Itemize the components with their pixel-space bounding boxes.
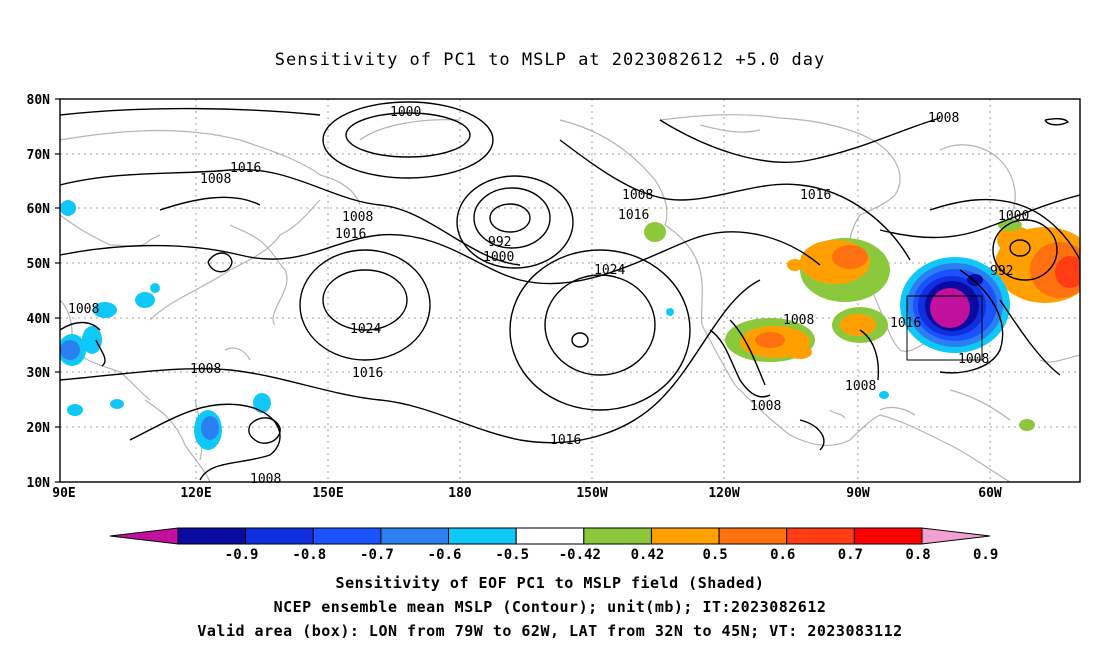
contour-label: 1008 <box>750 399 781 414</box>
lon-tick-label: 60W <box>978 486 1002 501</box>
colorbar-swatch <box>312 527 382 545</box>
contour-label: 1008 <box>845 379 876 394</box>
caption-line-1: Sensitivity of EOF PC1 to MSLP field (Sh… <box>335 574 765 592</box>
colorbar-swatch <box>245 527 314 545</box>
lon-tick-label: 90W <box>846 486 870 501</box>
contour-label: 1016 <box>352 366 383 381</box>
lon-tick-label: 120W <box>708 486 739 501</box>
colorbar-swatch <box>853 527 923 545</box>
lon-axis: 90E 120E 150E 180 150W 120W 90W 60W <box>52 486 1002 501</box>
lat-tick-label: 30N <box>27 366 51 381</box>
colorbar-label: 0.7 <box>838 547 863 563</box>
colorbar-label: 0.8 <box>905 547 930 563</box>
lon-tick-label: 150E <box>312 486 343 501</box>
colorbar-label: -0.8 <box>292 547 326 563</box>
lat-ticks <box>55 98 60 483</box>
contour-label: 1000 <box>998 209 1029 224</box>
contour-label: 1016 <box>618 208 649 223</box>
contour-label: 1016 <box>550 433 581 448</box>
lat-tick-label: 80N <box>27 93 51 108</box>
colorbar-labels: -0.9 -0.8 -0.7 -0.6 -0.5 -0.42 0.42 0.5 0.6 0.7 0.… <box>225 547 999 563</box>
colorbar-swatch <box>786 527 855 545</box>
contour-label: 1008 <box>928 111 959 126</box>
colorbar-swatch <box>515 527 585 545</box>
lat-tick-label: 20N <box>27 421 51 436</box>
contour-label: 1008 <box>200 172 231 187</box>
lat-tick-label: 60N <box>27 202 51 217</box>
colorbar-label: 0.9 <box>973 547 998 563</box>
lat-axis: 80N 70N 60N 50N 40N 30N 20N 10N <box>27 93 51 491</box>
contour-label: 1016 <box>230 161 261 176</box>
contour-label: 1000 <box>390 105 421 120</box>
colorbar-label: -0.9 <box>225 547 259 563</box>
contour-label: 1016 <box>335 227 366 242</box>
lat-tick-label: 10N <box>27 476 51 491</box>
contour-label: 1008 <box>783 313 814 328</box>
lat-tick-label: 50N <box>27 257 51 272</box>
map-title: Sensitivity of PC1 to MSLP at 2023082612… <box>274 50 826 70</box>
contour-label: 992 <box>990 264 1013 279</box>
caption-line-3: Valid area (box): LON from 79W to 62W, L… <box>197 622 903 640</box>
contour-label: 1008 <box>342 210 373 225</box>
colorbar-swatch <box>650 527 720 545</box>
contour-labels: 1000 1008 1016 1008 1008 1016 1008 1016 … <box>68 105 1029 487</box>
colorbar-swatch <box>583 527 652 545</box>
contour-label: 1008 <box>68 302 99 317</box>
contour-label: 1008 <box>958 352 989 367</box>
contour-label: 992 <box>488 235 511 250</box>
lon-tick-label: 150W <box>576 486 607 501</box>
sensitivity-shading <box>60 200 1080 450</box>
contour-label: 1008 <box>622 188 653 203</box>
contour-label: 1000 <box>483 250 514 265</box>
colorbar-left-arrow <box>109 527 179 545</box>
contour-label: 1008 <box>190 362 221 377</box>
contour-label: 1016 <box>800 188 831 203</box>
colorbar-swatch <box>177 527 247 545</box>
lon-tick-label: 120E <box>180 486 211 501</box>
colorbar-swatch <box>448 527 517 545</box>
contour-label: 1024 <box>350 322 381 337</box>
contour-label: 1024 <box>594 263 625 278</box>
colorbar-label: -0.5 <box>495 547 529 563</box>
mslp-contours <box>60 101 1080 481</box>
lon-tick-label: 180 <box>448 486 472 501</box>
plot-frame <box>59 98 1081 483</box>
colorbar-right-arrow <box>921 527 991 545</box>
contour-label: 1008 <box>250 472 281 487</box>
colorbar-label: 0.6 <box>770 547 795 563</box>
colorbar-label: 0.42 <box>631 547 665 563</box>
lat-tick-label: 70N <box>27 148 51 163</box>
caption-line-2: NCEP ensemble mean MSLP (Contour); unit(… <box>273 598 827 616</box>
colorbar-label: -0.6 <box>428 547 462 563</box>
colorbar-label: -0.42 <box>559 547 601 563</box>
gridlines <box>60 99 1080 482</box>
colorbar-label: 0.5 <box>702 547 727 563</box>
contour-label: 1016 <box>890 316 921 331</box>
colorbar-swatch <box>718 527 788 545</box>
lon-tick-label: 90E <box>52 486 75 501</box>
valid-area-box <box>906 295 983 361</box>
colorbar <box>109 527 991 545</box>
colorbar-swatch <box>380 527 450 545</box>
colorbar-label: -0.7 <box>360 547 394 563</box>
lat-tick-label: 40N <box>27 312 51 327</box>
